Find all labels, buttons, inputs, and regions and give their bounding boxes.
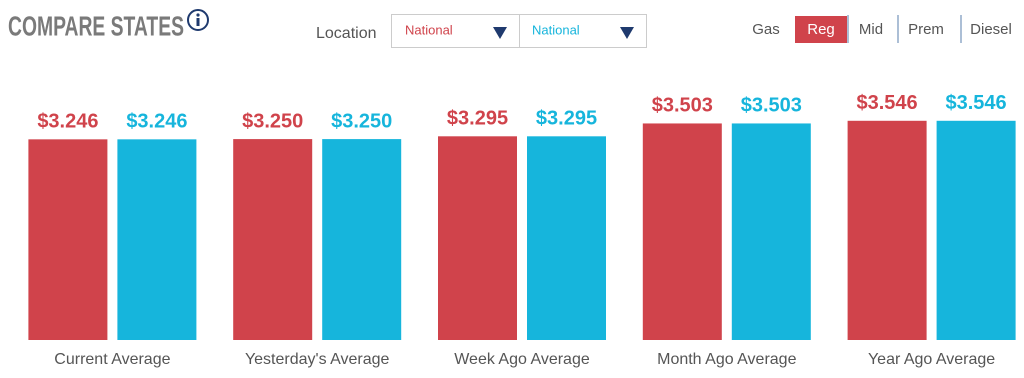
value-label: $3.250 — [331, 110, 392, 132]
fuel-tab[interactable]: Mid — [859, 21, 883, 38]
bar — [438, 136, 517, 340]
value-label: $3.246 — [126, 111, 187, 133]
dropdown-arrow — [620, 27, 634, 39]
value-label: $3.250 — [242, 110, 303, 132]
value-label: $3.295 — [536, 108, 597, 130]
fuel-tab: Gas — [752, 21, 780, 38]
bar — [731, 123, 811, 340]
dropdown-1-text: National — [405, 22, 453, 37]
x-tick-label: Yesterday's Average — [245, 351, 390, 368]
value-label: $3.546 — [857, 92, 918, 114]
fuel-tab[interactable]: Prem — [908, 21, 944, 38]
bar — [642, 123, 722, 340]
tab-selected-bg — [795, 16, 847, 43]
x-tick-label: Current Average — [54, 351, 170, 368]
x-tick-label: Month Ago Average — [657, 351, 796, 368]
value-label: $3.546 — [946, 92, 1007, 114]
fuel-tab[interactable]: Diesel — [970, 21, 1012, 38]
bar — [28, 139, 108, 340]
value-label: $3.246 — [37, 111, 98, 133]
info-icon[interactable] — [187, 9, 209, 31]
bar — [117, 139, 197, 340]
x-tick-label: Year Ago Average — [868, 351, 995, 368]
location-label: Location — [316, 25, 377, 42]
title: COMPARE STATES — [8, 10, 184, 41]
bar — [233, 139, 313, 340]
dropdown-arrow — [493, 27, 507, 39]
bar — [936, 120, 1016, 340]
value-label: $3.503 — [652, 95, 713, 117]
fuel-tab[interactable]: Reg — [807, 21, 835, 38]
value-label: $3.503 — [741, 95, 802, 117]
location-dropdowns: National National — [391, 14, 647, 48]
value-label: $3.295 — [447, 108, 508, 130]
bar — [322, 139, 402, 340]
bar — [527, 136, 606, 340]
bar — [847, 120, 927, 340]
dropdown-2-text: National — [532, 22, 580, 37]
x-tick-label: Week Ago Average — [454, 351, 590, 368]
